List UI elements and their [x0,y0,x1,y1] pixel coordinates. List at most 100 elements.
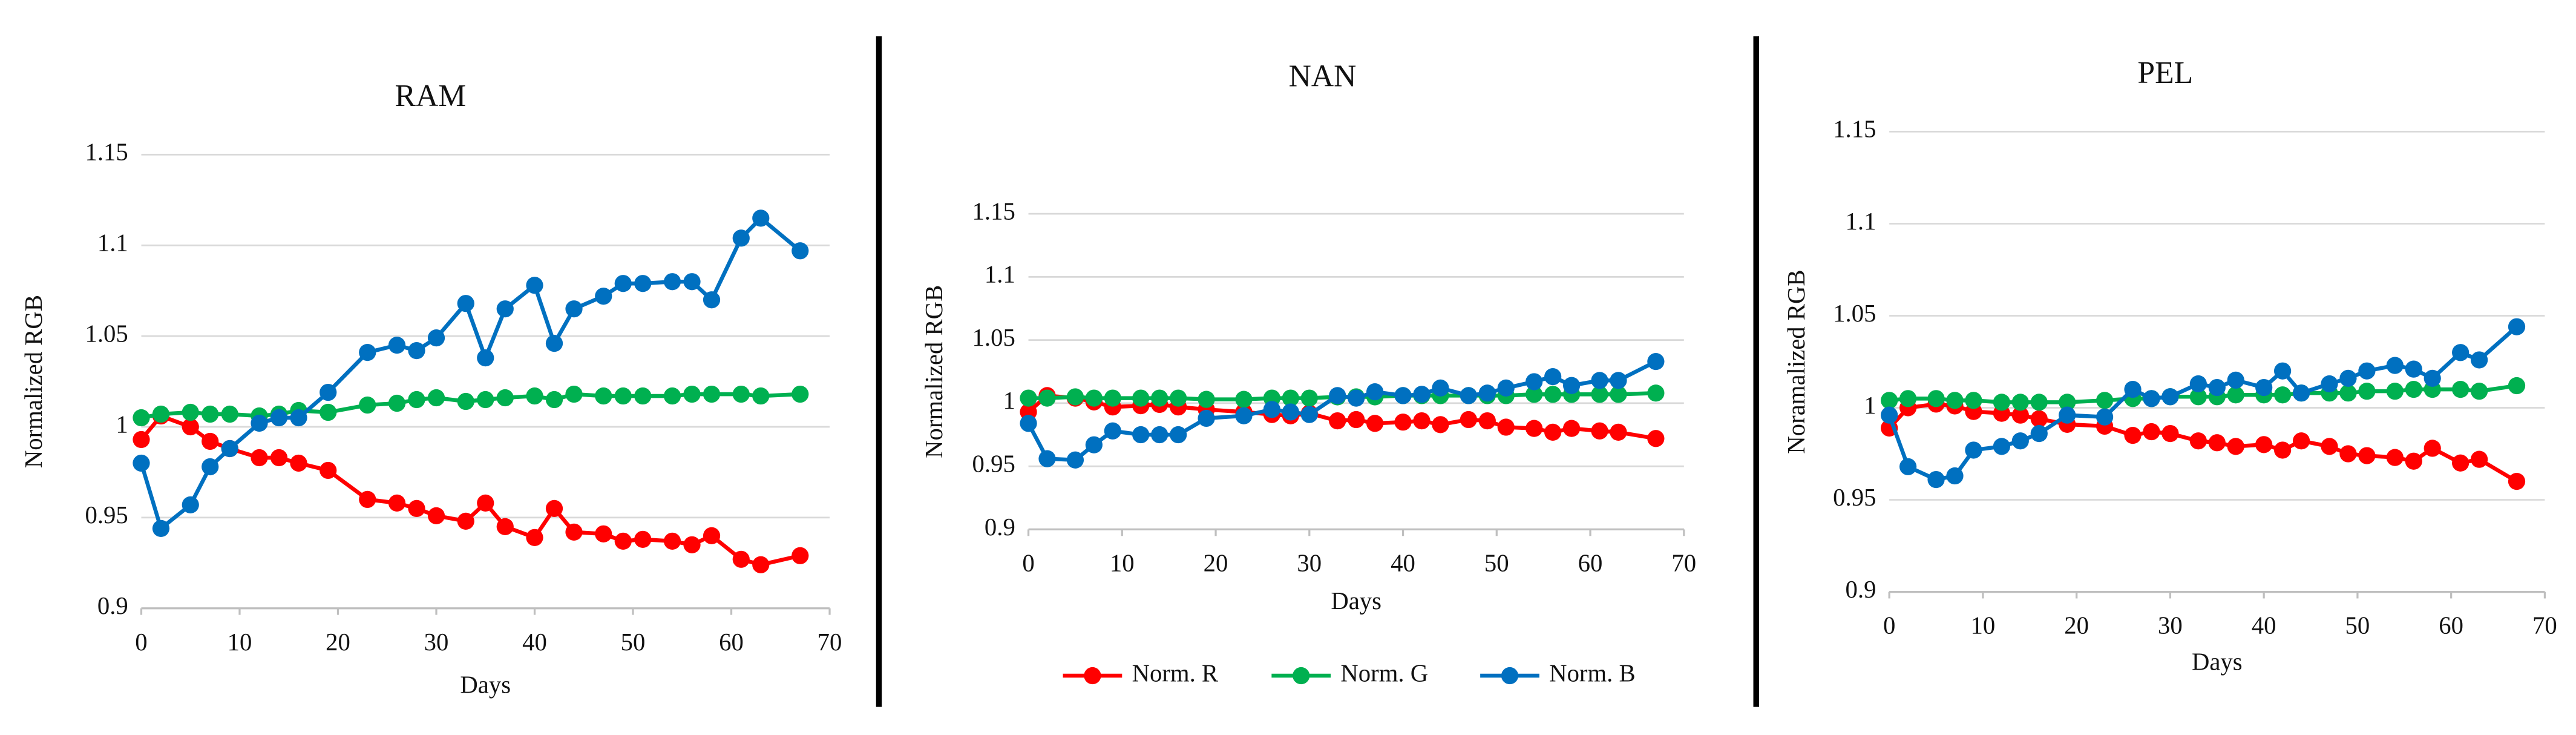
data-point [2321,438,2338,455]
data-point [1104,389,1121,407]
data-point [2124,427,2142,444]
data-point [290,454,307,472]
x-tick-label: 0 [1883,612,1895,639]
x-tick-label: 0 [1022,549,1034,576]
data-point [457,512,474,530]
data-point [1329,387,1346,404]
data-point [202,458,219,476]
y-axis-label: Normalized RGB [20,295,47,468]
x-tick-label: 30 [424,628,449,656]
data-point [634,275,652,292]
x-axis-label: Days [460,671,511,698]
data-point [1544,368,1562,386]
data-point [1300,406,1318,423]
series-line [1887,402,2518,483]
data-point [1460,410,1477,429]
data-point [1066,388,1084,406]
data-point [752,209,770,227]
data-point [1038,389,1056,407]
y-tick-label: 0.95 [85,501,128,529]
data-point [270,409,288,427]
legend-label: Norm. R [1132,659,1219,687]
data-point [2030,424,2048,443]
x-tick-label: 40 [2252,612,2276,639]
data-point [2189,375,2207,393]
x-tick-label: 60 [2439,612,2463,639]
data-point [2189,388,2207,406]
data-point [2292,384,2310,402]
chart-title: PEL [2137,56,2193,90]
data-point [1432,416,1449,433]
data-point [703,385,721,403]
data-point [1591,372,1608,389]
data-point [1562,377,1581,394]
data-point [2470,351,2488,369]
data-point [1610,372,1627,389]
data-point [1497,379,1515,397]
x-tick-label: 40 [1391,549,1415,576]
data-point [1927,470,1945,489]
y-tick-label: 1 [116,410,128,438]
data-point [2292,432,2310,450]
data-point [408,391,425,409]
data-point [477,349,494,367]
x-tick-label: 20 [1204,549,1228,576]
y-tick-label: 1.05 [85,320,128,347]
y-tick-label: 1.15 [1833,116,1876,143]
y-tick-label: 1.05 [972,324,1015,351]
data-point [427,329,445,347]
data-point [663,532,681,550]
data-point [1927,390,1945,407]
data-point [2386,357,2404,374]
data-point [1300,389,1318,407]
data-point [595,288,612,305]
data-point [1020,389,1037,407]
series-line [139,414,801,567]
data-point [1151,426,1168,444]
data-point [545,391,563,409]
series-line [1887,325,2519,482]
data-point [634,387,652,405]
data-point [2059,406,2076,424]
chart: PEL 0.9 0.95 1 1.05 1.1 1.15 0 10 20 30 40 50 60 70 Day… [1783,56,2557,675]
data-point [2273,441,2292,459]
data-point [791,547,809,564]
legend-marker [1084,667,1101,685]
data-point [791,385,809,403]
x-tick-label: 70 [2532,612,2557,639]
data-point [2452,454,2469,472]
data-point [2227,386,2244,404]
data-point [1085,436,1103,453]
data-point [2096,392,2114,409]
data-point [496,389,514,407]
data-point [1478,384,1496,402]
data-point [1610,423,1627,441]
data-point [2161,388,2179,406]
data-point [1526,386,1543,403]
y-tick-label: 0.95 [972,450,1015,478]
data-point [2386,383,2404,400]
data-point [1881,406,1898,424]
data-point [2143,423,2160,441]
data-point [1647,352,1665,371]
data-point [1610,386,1627,403]
y-tick-label: 1.1 [985,261,1015,288]
x-axis-label: Days [2192,648,2243,675]
y-tick-label: 1 [1864,392,1876,419]
data-point [2161,424,2179,443]
data-point [1478,412,1496,430]
series-line [1026,360,1657,463]
data-point [683,385,701,403]
data-point [1066,451,1084,469]
data-point [683,273,701,291]
legend-label: Norm. G [1340,659,1428,687]
data-point [408,342,425,360]
data-point [614,275,632,292]
series-line [1027,394,1656,441]
data-point [1460,387,1477,404]
data-point [2011,406,2029,424]
data-point [427,389,445,407]
data-point [1965,392,1982,409]
